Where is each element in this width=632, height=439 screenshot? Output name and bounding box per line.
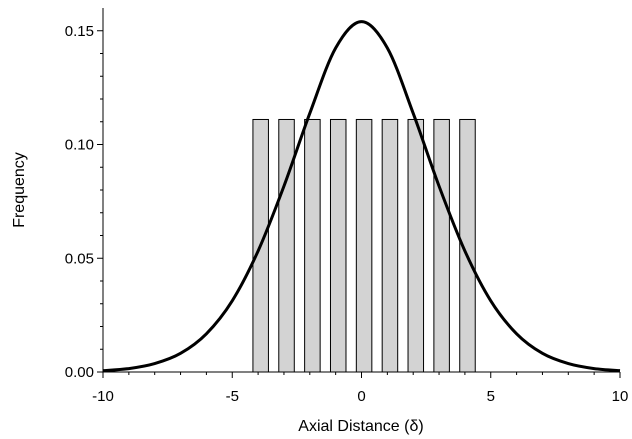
x-tick-label: 5 xyxy=(487,388,495,405)
bar xyxy=(433,118,450,373)
bar xyxy=(355,118,373,373)
distribution-curve xyxy=(102,20,621,373)
bar xyxy=(407,118,425,373)
x-tick-label: -10 xyxy=(92,388,114,405)
x-tick-label: 0 xyxy=(357,388,365,405)
y-tick-label: 0.05 xyxy=(65,250,94,267)
x-axis-ticks: -10 -5 0 5 10 xyxy=(92,372,628,405)
bar xyxy=(278,118,295,373)
y-axis-ticks: 0.00 0.05 0.10 0.15 xyxy=(65,23,103,381)
y-tick-label: 0.15 xyxy=(65,23,94,40)
bars-layer xyxy=(252,118,476,373)
y-tick-label: 0.10 xyxy=(65,137,94,154)
x-tick-label: 10 xyxy=(612,388,629,405)
x-axis-label: Axial Distance (δ) xyxy=(298,418,423,435)
y-axis-label: Frequency xyxy=(11,152,28,228)
x-tick-label: -5 xyxy=(226,388,239,405)
bar xyxy=(304,118,321,373)
y-tick-label: 0.00 xyxy=(65,364,94,381)
bar xyxy=(329,118,347,373)
bar xyxy=(381,118,399,373)
